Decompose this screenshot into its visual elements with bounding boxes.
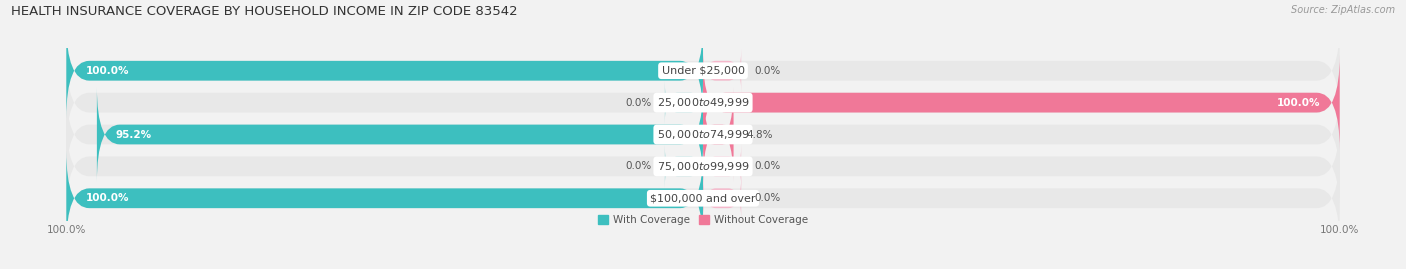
Text: 95.2%: 95.2% xyxy=(115,129,152,140)
FancyBboxPatch shape xyxy=(703,144,741,188)
Text: Source: ZipAtlas.com: Source: ZipAtlas.com xyxy=(1291,5,1395,15)
Text: 100.0%: 100.0% xyxy=(86,66,129,76)
Text: HEALTH INSURANCE COVERAGE BY HOUSEHOLD INCOME IN ZIP CODE 83542: HEALTH INSURANCE COVERAGE BY HOUSEHOLD I… xyxy=(11,5,517,18)
FancyBboxPatch shape xyxy=(66,87,1340,182)
FancyBboxPatch shape xyxy=(66,119,1340,214)
FancyBboxPatch shape xyxy=(703,49,741,93)
Text: 0.0%: 0.0% xyxy=(626,161,652,171)
FancyBboxPatch shape xyxy=(66,23,703,118)
Text: 100.0%: 100.0% xyxy=(1277,98,1320,108)
FancyBboxPatch shape xyxy=(703,176,741,220)
Text: 0.0%: 0.0% xyxy=(754,161,780,171)
FancyBboxPatch shape xyxy=(66,23,1340,118)
Text: 4.8%: 4.8% xyxy=(747,129,773,140)
FancyBboxPatch shape xyxy=(703,55,1340,150)
Text: 0.0%: 0.0% xyxy=(626,98,652,108)
Text: $50,000 to $74,999: $50,000 to $74,999 xyxy=(657,128,749,141)
FancyBboxPatch shape xyxy=(66,151,703,246)
FancyBboxPatch shape xyxy=(703,87,734,182)
FancyBboxPatch shape xyxy=(66,151,1340,246)
FancyBboxPatch shape xyxy=(665,81,703,125)
Text: Under $25,000: Under $25,000 xyxy=(661,66,745,76)
Text: 100.0%: 100.0% xyxy=(86,193,129,203)
Text: $25,000 to $49,999: $25,000 to $49,999 xyxy=(657,96,749,109)
Text: 0.0%: 0.0% xyxy=(754,66,780,76)
Legend: With Coverage, Without Coverage: With Coverage, Without Coverage xyxy=(593,211,813,229)
FancyBboxPatch shape xyxy=(665,144,703,188)
Text: 0.0%: 0.0% xyxy=(754,193,780,203)
Text: $75,000 to $99,999: $75,000 to $99,999 xyxy=(657,160,749,173)
FancyBboxPatch shape xyxy=(97,87,703,182)
Text: $100,000 and over: $100,000 and over xyxy=(650,193,756,203)
FancyBboxPatch shape xyxy=(66,55,1340,150)
